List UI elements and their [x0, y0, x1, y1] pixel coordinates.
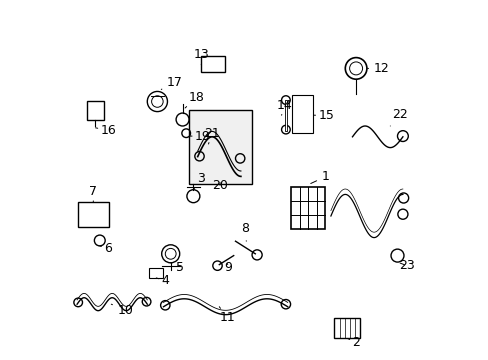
Bar	[201, 56, 224, 72]
Text: 23: 23	[399, 259, 414, 272]
Text: 9: 9	[224, 261, 232, 274]
Text: 21: 21	[204, 127, 220, 144]
Text: 18: 18	[185, 91, 204, 108]
Bar	[149, 268, 163, 278]
Text: 3: 3	[193, 172, 204, 190]
Text: 5: 5	[170, 261, 183, 274]
Text: 1: 1	[310, 170, 329, 184]
Bar	[188, 110, 251, 184]
Bar	[291, 187, 325, 229]
Text: 14: 14	[276, 99, 292, 115]
Text: 19: 19	[189, 130, 210, 143]
Text: 17: 17	[161, 76, 183, 89]
Text: 22: 22	[389, 108, 407, 126]
Text: 12: 12	[367, 62, 389, 75]
Text: 15: 15	[313, 109, 333, 122]
Text: 16: 16	[95, 124, 116, 137]
Bar	[334, 318, 360, 338]
Text: 7: 7	[89, 185, 97, 202]
Text: 10: 10	[111, 304, 133, 317]
Bar	[78, 202, 108, 227]
Bar	[87, 101, 104, 120]
Text: 6: 6	[100, 242, 112, 255]
Text: 4: 4	[156, 274, 169, 287]
Text: 8: 8	[241, 222, 248, 241]
Text: 20: 20	[212, 179, 227, 192]
Text: 11: 11	[219, 307, 235, 324]
Bar	[291, 95, 312, 133]
Text: 13: 13	[194, 48, 209, 65]
Text: 2: 2	[347, 336, 360, 349]
